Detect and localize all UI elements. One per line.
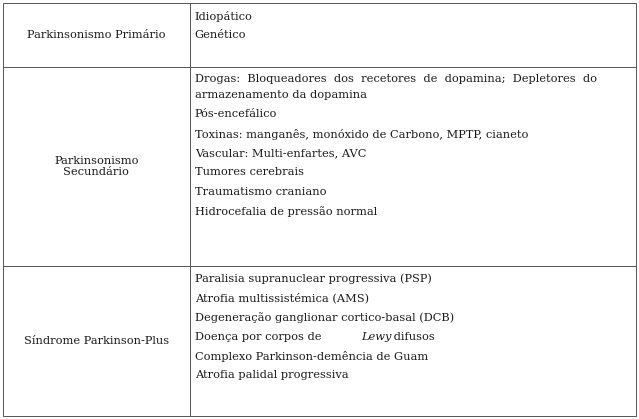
Text: Doença por corpos de: Doença por corpos de [195, 331, 325, 341]
Text: Hidrocefalia de pressão normal: Hidrocefalia de pressão normal [195, 206, 377, 217]
Text: Atrofia multissistémica (AMS): Atrofia multissistémica (AMS) [195, 293, 369, 304]
Text: Drogas:  Bloqueadores  dos  recetores  de  dopamina;  Depletores  do: Drogas: Bloqueadores dos recetores de do… [195, 74, 597, 84]
Text: Parkinsonismo Primário: Parkinsonismo Primário [27, 30, 166, 40]
Text: Lewy: Lewy [361, 331, 391, 341]
Text: Vascular: Multi-enfartes, AVC: Vascular: Multi-enfartes, AVC [195, 148, 366, 158]
Text: Pós-encefálico: Pós-encefálico [195, 109, 277, 119]
Text: difusos: difusos [390, 331, 435, 341]
Text: Síndrome Parkinson-Plus: Síndrome Parkinson-Plus [24, 336, 169, 346]
Text: Tumores cerebrais: Tumores cerebrais [195, 167, 304, 177]
Text: Atrofia palidal progressiva: Atrofia palidal progressiva [195, 370, 348, 380]
Text: Idiopático: Idiopático [195, 10, 252, 21]
Text: Complexo Parkinson-demência de Guam: Complexo Parkinson-demência de Guam [195, 351, 428, 362]
Text: Traumatismo craniano: Traumatismo craniano [195, 186, 327, 197]
Text: armazenamento da dopamina: armazenamento da dopamina [195, 90, 367, 100]
Text: Paralisia supranuclear progressiva (PSP): Paralisia supranuclear progressiva (PSP) [195, 274, 432, 284]
Text: Degeneração ganglionar cortico-basal (DCB): Degeneração ganglionar cortico-basal (DC… [195, 312, 454, 323]
Text: Genético: Genético [195, 30, 247, 40]
Text: Toxinas: manganês, monóxido de Carbono, MPTP, cianeto: Toxinas: manganês, monóxido de Carbono, … [195, 129, 528, 140]
Text: Parkinsonismo
Secundário: Parkinsonismo Secundário [54, 155, 139, 177]
